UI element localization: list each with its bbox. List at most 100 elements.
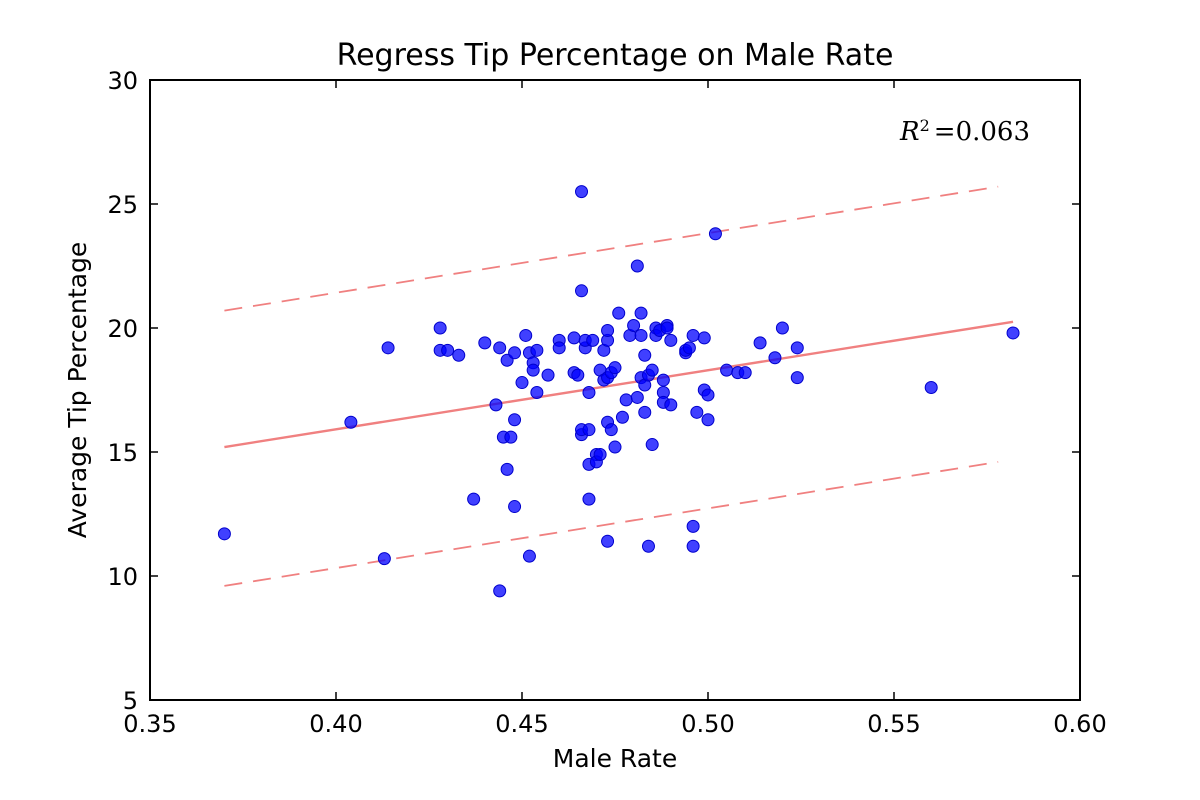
data-point xyxy=(682,341,696,355)
data-point xyxy=(627,319,641,333)
data-point xyxy=(634,306,648,320)
data-point xyxy=(708,227,722,241)
data-point xyxy=(686,539,700,553)
r-squared-label: R2 xyxy=(899,116,930,148)
data-point xyxy=(530,343,544,357)
data-point xyxy=(541,368,555,382)
data-point xyxy=(720,363,734,377)
data-point xyxy=(686,519,700,533)
x-tick-label: 0.55 xyxy=(867,710,920,738)
data-point xyxy=(571,368,585,382)
data-point xyxy=(467,492,481,506)
data-point xyxy=(478,336,492,350)
data-point xyxy=(690,405,704,419)
data-point xyxy=(753,336,767,350)
data-point xyxy=(1006,326,1020,340)
y-axis-label: Average Tip Percentage xyxy=(63,242,92,539)
x-tick-label: 0.60 xyxy=(1053,710,1106,738)
y-tick-label: 20 xyxy=(107,315,138,343)
data-point xyxy=(738,366,752,380)
data-point xyxy=(530,385,544,399)
data-point xyxy=(601,323,615,337)
plot-area xyxy=(217,185,1020,598)
data-point xyxy=(593,447,607,461)
data-point xyxy=(452,348,466,362)
data-point xyxy=(493,341,507,355)
data-point xyxy=(582,385,596,399)
x-tick-label: 0.50 xyxy=(681,710,734,738)
data-point xyxy=(790,341,804,355)
data-point xyxy=(608,361,622,375)
lower-prediction-band xyxy=(224,461,999,587)
data-point xyxy=(701,388,715,402)
data-point xyxy=(575,284,589,298)
data-point xyxy=(586,333,600,347)
y-tick-label: 25 xyxy=(107,191,138,219)
data-point xyxy=(790,371,804,385)
data-point xyxy=(608,440,622,454)
data-point xyxy=(660,321,674,335)
data-point xyxy=(641,539,655,553)
y-tick-label: 5 xyxy=(123,687,138,715)
data-point xyxy=(697,331,711,345)
data-point xyxy=(664,333,678,347)
x-tick-label: 0.40 xyxy=(309,710,362,738)
chart-title: Regress Tip Percentage on Male Rate xyxy=(337,38,894,73)
data-point xyxy=(567,331,581,345)
data-point xyxy=(508,413,522,427)
x-tick-label: 0.35 xyxy=(123,710,176,738)
data-point xyxy=(519,328,533,342)
r-squared-value: =0.063 xyxy=(934,117,1030,147)
x-axis-label: Male Rate xyxy=(553,744,678,773)
y-tick-label: 30 xyxy=(107,67,138,95)
x-tick-label: 0.45 xyxy=(495,710,548,738)
data-point xyxy=(686,328,700,342)
data-point xyxy=(619,393,633,407)
r-squared-exponent: 2 xyxy=(920,116,930,135)
data-point xyxy=(575,185,589,199)
data-point xyxy=(217,527,231,541)
data-point xyxy=(634,328,648,342)
data-point xyxy=(508,500,522,514)
axis-ticks: 0.35 0.40 0.45 0.50 0.55 0.60 5 10 15 20 25 30 xyxy=(107,67,1106,738)
data-point xyxy=(493,584,507,598)
data-point xyxy=(582,423,596,437)
y-tick-label: 15 xyxy=(107,439,138,467)
data-point xyxy=(638,405,652,419)
data-point xyxy=(645,363,659,377)
data-point xyxy=(604,423,618,437)
data-point xyxy=(664,398,678,412)
regression-line xyxy=(224,320,1014,449)
plot-frame xyxy=(149,79,1081,701)
data-point xyxy=(508,346,522,360)
data-point xyxy=(381,341,395,355)
data-point xyxy=(582,492,596,506)
data-point xyxy=(552,341,566,355)
data-point xyxy=(924,381,938,395)
data-point xyxy=(500,462,514,476)
data-point xyxy=(344,415,358,429)
data-point xyxy=(489,398,503,412)
r-squared-annotation: R2 =0.063 xyxy=(899,116,1030,148)
y-tick-label: 10 xyxy=(107,563,138,591)
data-point xyxy=(504,430,518,444)
data-point xyxy=(522,549,536,563)
data-point xyxy=(377,552,391,566)
data-point xyxy=(630,259,644,273)
data-point xyxy=(612,306,626,320)
data-point xyxy=(433,321,447,335)
data-point xyxy=(638,348,652,362)
data-point xyxy=(656,373,670,387)
data-point xyxy=(630,390,644,404)
data-point xyxy=(515,376,529,390)
data-point xyxy=(615,410,629,424)
data-point xyxy=(768,351,782,365)
data-point xyxy=(701,413,715,427)
data-point xyxy=(775,321,789,335)
data-point xyxy=(601,534,615,548)
data-point xyxy=(441,343,455,357)
data-point xyxy=(526,363,540,377)
data-point xyxy=(645,438,659,452)
upper-prediction-band xyxy=(224,185,999,312)
